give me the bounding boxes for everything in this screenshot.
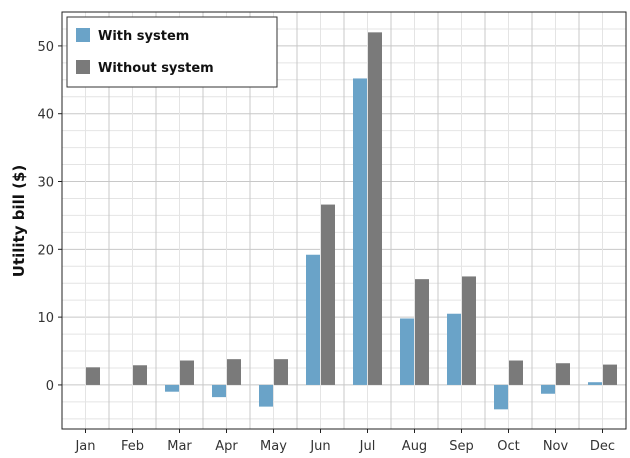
plot-frame bbox=[61, 11, 627, 430]
x-tick-label-apr: Apr bbox=[215, 439, 238, 454]
bar-without-system-aug bbox=[415, 279, 429, 385]
legend-label-without-system: Without system bbox=[98, 61, 214, 76]
legend-label-with-system: With system bbox=[98, 29, 189, 44]
bar-without-system-sep bbox=[462, 276, 476, 385]
x-tick-label-jun: Jun bbox=[309, 439, 330, 454]
y-tick-label: 50 bbox=[37, 40, 54, 55]
y-tick-label: 10 bbox=[37, 311, 54, 326]
bar-with-system-oct bbox=[494, 384, 508, 410]
bar-without-system-nov bbox=[556, 363, 570, 385]
bars bbox=[86, 32, 617, 410]
bar-without-system-dec bbox=[603, 364, 617, 385]
x-tick-label-sep: Sep bbox=[449, 439, 474, 454]
legend-swatch-with-system bbox=[76, 28, 90, 42]
bar-with-system-dec bbox=[588, 382, 602, 385]
bar-without-system-jan bbox=[86, 367, 100, 385]
x-tick-label-jan: Jan bbox=[74, 439, 95, 454]
x-tick-label-nov: Nov bbox=[543, 439, 569, 454]
x-tick-label-feb: Feb bbox=[121, 439, 144, 454]
legend-swatch-without-system bbox=[76, 60, 90, 74]
y-axis-label: Utility bill ($) bbox=[10, 165, 28, 277]
bar-without-system-may bbox=[274, 359, 288, 385]
bar-without-system-mar bbox=[180, 360, 194, 385]
bar-with-system-mar bbox=[165, 384, 179, 392]
y-tick-label: 0 bbox=[46, 379, 54, 394]
bar-with-system-jul bbox=[353, 78, 367, 385]
bar-with-system-sep bbox=[447, 313, 461, 385]
bar-without-system-oct bbox=[509, 360, 523, 385]
y-tick-label: 20 bbox=[37, 243, 54, 258]
legend: With system Without system bbox=[66, 16, 278, 88]
bar-with-system-may bbox=[259, 384, 273, 407]
bar-with-system-aug bbox=[400, 318, 414, 385]
x-tick-label-aug: Aug bbox=[402, 439, 427, 454]
bar-without-system-jul bbox=[368, 32, 382, 385]
bar-without-system-apr bbox=[227, 359, 241, 385]
bar-with-system-apr bbox=[212, 384, 226, 398]
bar-with-system-jun bbox=[306, 254, 320, 385]
x-tick-label-mar: Mar bbox=[167, 439, 192, 454]
x-tick-label-dec: Dec bbox=[590, 439, 615, 454]
x-tick-label-may: May bbox=[260, 439, 287, 454]
x-axis-ticks: Jan Feb Mar Apr May Jun Jul Aug Sep Oct Nov Dec bbox=[74, 429, 615, 454]
x-tick-label-oct: Oct bbox=[497, 439, 519, 454]
y-tick-label: 30 bbox=[37, 176, 54, 191]
y-axis-ticks: 0 10 20 30 40 50 bbox=[37, 40, 62, 394]
grid-lines bbox=[61, 11, 627, 429]
bar-without-system-feb bbox=[133, 365, 147, 385]
bar-without-system-jun bbox=[321, 204, 335, 385]
legend-box bbox=[66, 16, 278, 88]
x-tick-label-jul: Jul bbox=[359, 439, 376, 454]
bar-with-system-nov bbox=[541, 384, 555, 394]
y-tick-label: 40 bbox=[37, 108, 54, 123]
